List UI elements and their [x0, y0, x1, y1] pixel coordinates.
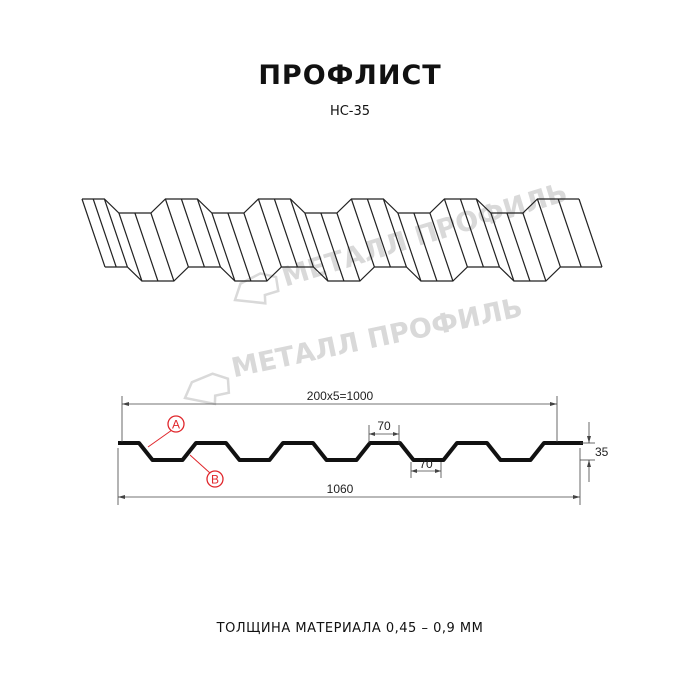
marker-b: B	[189, 454, 224, 488]
sheet-stiffener-line	[134, 212, 159, 282]
sheet-fold-line	[578, 198, 603, 268]
sheet-fold-line	[536, 198, 561, 268]
sheet-fold-line	[490, 212, 515, 282]
sheet-fold-line	[257, 198, 282, 268]
sheet-fold-line	[81, 198, 106, 268]
sheet-stiffener-line	[273, 198, 298, 268]
sheet-fold-line	[118, 212, 143, 282]
svg-text:МЕТАЛЛ ПРОФИЛЬ: МЕТАЛЛ ПРОФИЛЬ	[229, 292, 526, 384]
sheet-fold-line	[429, 212, 454, 282]
sheet-fold-line	[243, 212, 268, 282]
height-dimension: 35	[595, 445, 609, 459]
watermark-top: МЕТАЛЛ ПРОФИЛЬ	[233, 177, 571, 305]
sheet-stiffener-line	[366, 198, 391, 268]
sheet-stiffener-line	[180, 198, 205, 268]
isometric-sheet	[81, 198, 603, 282]
svg-text:B: B	[211, 473, 219, 487]
sheet-fold-line	[350, 198, 375, 268]
total-width-dimension: 1060	[327, 482, 354, 496]
svg-text:A: A	[172, 418, 180, 432]
page-title: ПРОФЛИСТ	[258, 60, 442, 91]
dimensions	[117, 396, 595, 505]
sheet-fold-line	[211, 212, 236, 282]
pitch-dimension: 200x5=1000	[307, 389, 374, 403]
sheet-fold-line	[522, 212, 547, 282]
sheet-fold-line	[196, 198, 221, 268]
sheet-stiffener-line	[459, 198, 484, 268]
sheet-stiffener-line	[506, 212, 531, 282]
bottom-flat-dimension: 70	[419, 457, 433, 471]
sheet-fold-line	[336, 212, 361, 282]
sheet-fold-line	[103, 198, 128, 268]
marker-a: A	[147, 415, 185, 448]
sheet-stiffener-line	[413, 212, 438, 282]
sheet-fold-line	[382, 198, 407, 268]
sheet-stiffener-line	[557, 198, 582, 268]
sheet-stiffener-line	[92, 198, 117, 268]
sheet-stiffener-line	[320, 212, 345, 282]
sheet-fold-line	[304, 212, 329, 282]
cross-section-profile	[118, 441, 583, 462]
material-thickness: ТОЛЩИНА МАТЕРИАЛА 0,45 – 0,9 ММ	[216, 621, 484, 636]
sheet-fold-line	[475, 198, 500, 268]
sheet-fold-line	[150, 212, 175, 282]
model-label: НС-35	[329, 104, 371, 119]
sheet-fold-line	[397, 212, 422, 282]
top-flat-dimension: 70	[377, 419, 391, 433]
sheet-fold-line	[289, 198, 314, 268]
sheet-stiffener-line	[227, 212, 252, 282]
sheet-fold-line	[164, 198, 189, 268]
sheet-fold-line	[443, 198, 468, 268]
